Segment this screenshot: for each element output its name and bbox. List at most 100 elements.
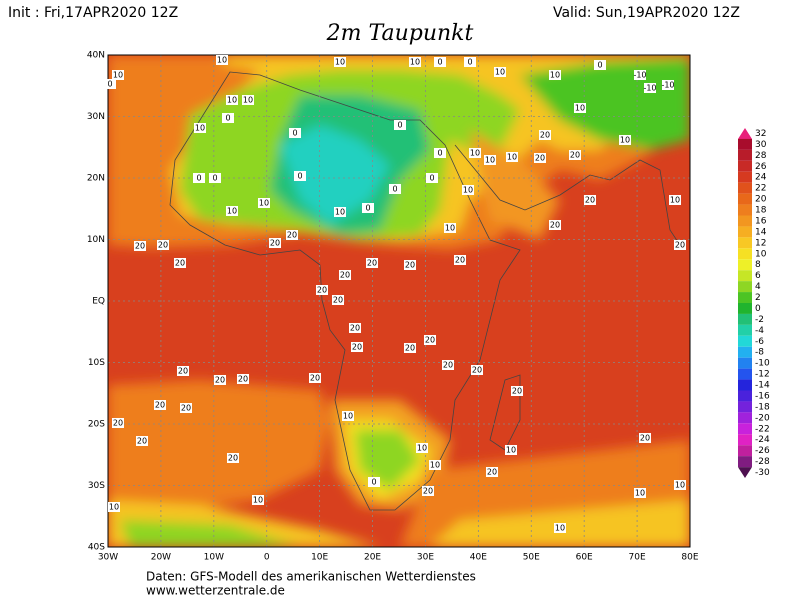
contour-label: 20 [512,387,522,396]
y-tick-label: 30N [87,112,105,122]
legend-swatch [738,456,752,468]
contour-label: 10 [485,156,495,165]
legend-swatch [738,171,752,183]
label-box [252,495,264,505]
legend-label: 28 [755,151,767,161]
legend-label: 14 [755,227,767,237]
contour-label: 20 [405,344,415,353]
legend-swatch [738,248,752,260]
contour-label: 20 [135,242,145,251]
contour-label: 20 [367,259,377,268]
label-box [286,230,298,240]
contour-label: 0 [365,204,370,213]
y-tick-label: 40N [87,51,105,61]
legend-label: 22 [755,184,766,194]
legend-swatch [738,138,752,150]
legend-swatch [738,379,752,391]
legend-swatch [738,324,752,336]
legend-label: 20 [755,195,767,205]
label-box [584,195,596,205]
contour-label: 10 [575,104,585,113]
contour-label: 0 [292,129,297,138]
contour-label: 20 [178,367,188,376]
legend-label: -2 [755,315,764,325]
x-tick-label: 80E [681,553,698,563]
label-box [174,258,186,268]
legend-swatch [738,292,752,303]
label-box [574,103,586,113]
label-box [180,403,192,413]
x-tick-label: 10E [311,553,328,563]
label-box [416,443,428,453]
label-box [226,206,238,216]
contour-label: -10 [643,84,656,93]
contour-label: 10 [445,224,455,233]
contour-label: 10 [343,412,353,421]
contour-label: 10 [430,461,440,470]
legend-label: -6 [755,337,764,347]
legend-label: -26 [755,446,770,456]
contour-label: 0 [437,58,442,67]
label-box [242,95,254,105]
map-field [108,55,690,547]
legend-label: -12 [755,370,770,380]
label-box [366,258,378,268]
contour-label: 20 [228,454,238,463]
y-tick-label: 10S [88,358,105,368]
label-box [108,502,120,512]
contour-label: 0 [437,149,442,158]
contour-label: 10 [113,71,123,80]
contour-label: 20 [487,468,497,477]
label-box [534,153,546,163]
contour-label: 10 [550,71,560,80]
legend-label: -10 [755,359,770,369]
label-box [484,155,496,165]
legend-label: 2 [755,293,761,303]
label-box [506,152,518,162]
legend-swatch [738,357,752,369]
legend-swatch [738,346,752,358]
contour-label: 10 [555,524,565,533]
label-box [104,79,116,89]
label-box [368,477,380,487]
contour-label: 20 [425,336,435,345]
contour-label: 20 [585,196,595,205]
contour-label: 20 [158,241,168,250]
contour-label: 10 [620,136,630,145]
label-box [662,80,674,90]
y-tick-label: 20S [88,420,105,430]
contour-label: 10 [635,489,645,498]
contour-label: -10 [661,81,674,90]
y-tick-label: 10N [87,235,105,245]
x-tick-label: 0 [264,553,270,563]
x-tick-label: 20E [364,553,381,563]
contour-label: 20 [472,366,482,375]
contour-label: 20 [443,361,453,370]
label-box [469,148,481,158]
label-box [669,195,681,205]
website: www.wetterzentrale.de [146,584,285,598]
legend-label: -16 [755,391,770,401]
contour-label: 10 [463,186,473,195]
legend-label: -22 [755,424,770,434]
label-box [639,433,651,443]
legend-label: -28 [755,457,770,467]
label-box [644,83,656,93]
y-tick-label: 20N [87,174,105,184]
label-box [214,375,226,385]
contour-label: 10 [675,481,685,490]
label-box [316,285,328,295]
label-box [294,171,306,181]
contour-label: 20 [333,296,343,305]
contour-label: 0 [429,174,434,183]
contour-label: 20 [455,256,465,265]
label-box [594,60,606,70]
legend-swatch [738,281,752,293]
contour-label: 20 [675,241,685,250]
contour-label: 0 [467,58,472,67]
legend-label: 0 [755,304,761,314]
contour-label: 0 [597,61,602,70]
legend-label: 18 [755,206,767,216]
legend-swatch [738,303,752,314]
